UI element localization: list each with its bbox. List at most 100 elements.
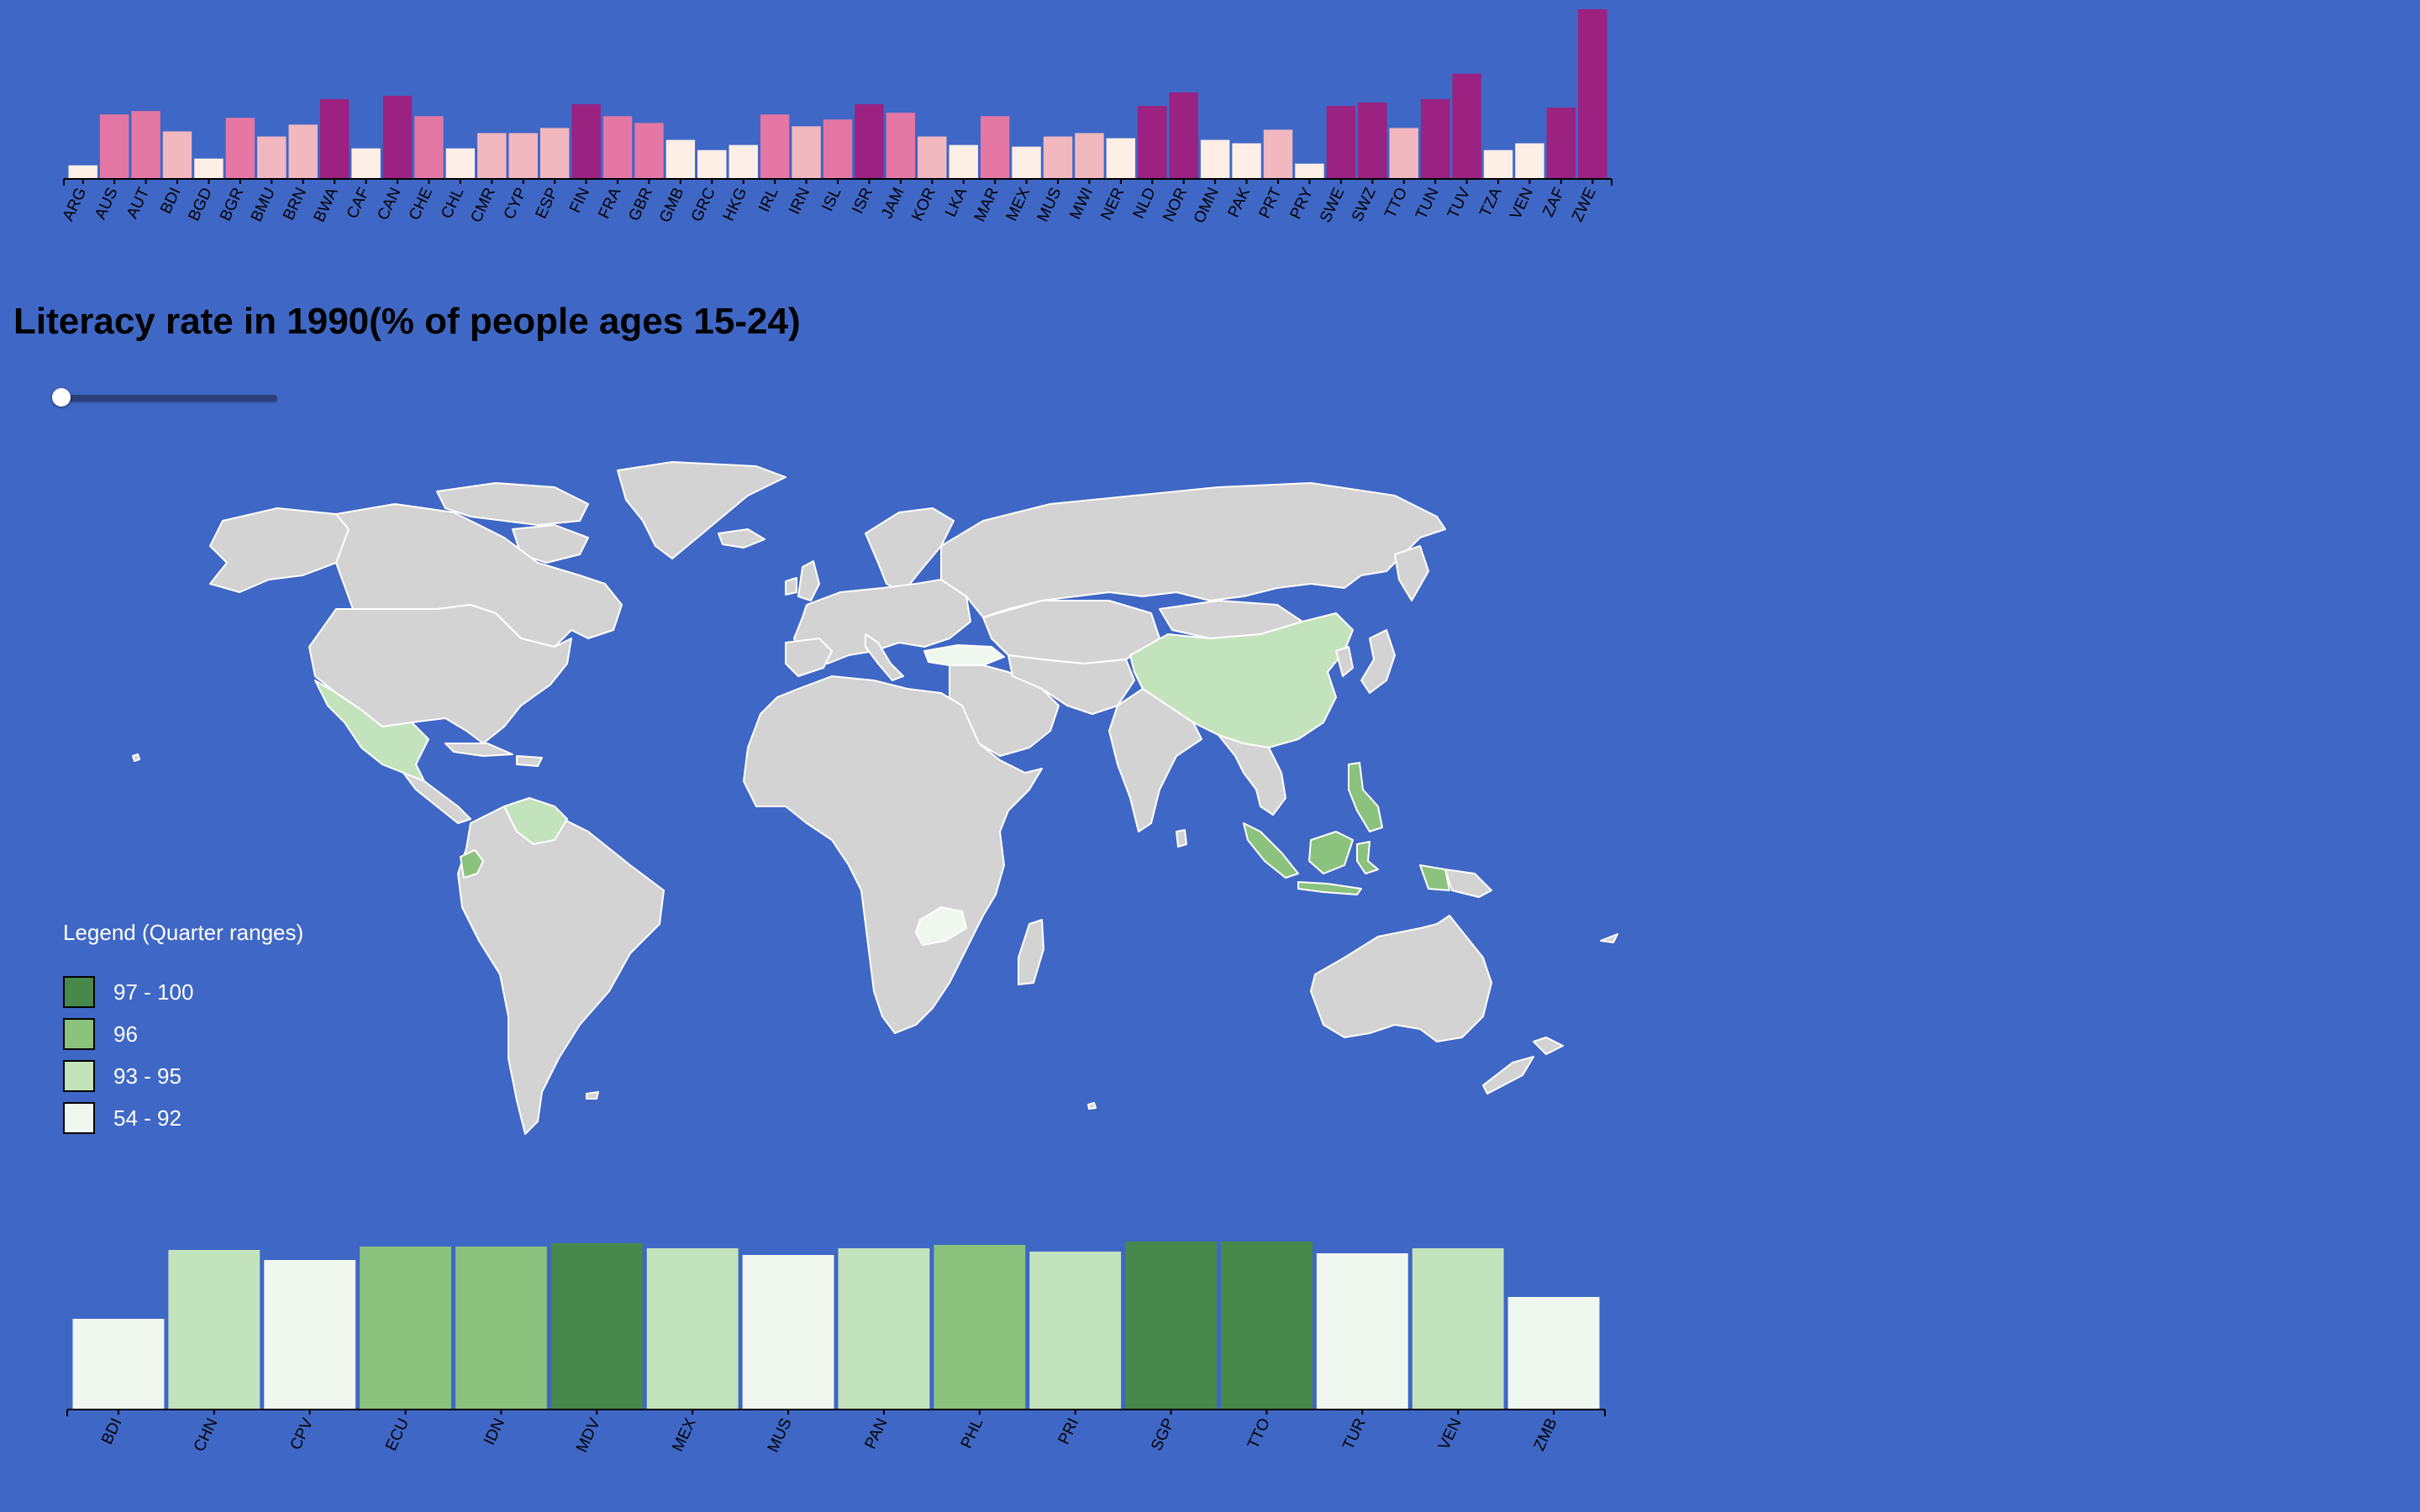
bar[interactable] [886,113,916,179]
country-canada-islands[interactable] [436,482,589,526]
bar[interactable] [1326,106,1356,179]
bar[interactable] [855,104,884,179]
bar[interactable] [194,158,224,179]
bar[interactable] [792,126,821,179]
country-cuba[interactable] [445,743,513,757]
bar[interactable] [382,96,413,179]
bar[interactable] [1138,106,1167,179]
bar[interactable] [1221,1242,1313,1410]
country-new-zealand[interactable] [1533,1037,1564,1055]
bar[interactable] [1507,1297,1600,1410]
bar[interactable] [1012,146,1041,179]
bar[interactable] [1106,138,1136,179]
country-uk[interactable] [797,560,820,601]
bar[interactable] [455,1247,547,1410]
bar[interactable] [760,114,790,179]
bar[interactable] [1075,133,1104,179]
country-italy[interactable] [865,633,904,681]
country-ireland[interactable] [785,577,797,596]
country-maldives-region[interactable] [1087,1102,1097,1110]
country-se-asia[interactable] [1218,734,1286,816]
bar[interactable] [1232,143,1261,179]
country-mexico[interactable] [314,680,429,782]
bar[interactable] [1452,73,1481,179]
bar[interactable] [742,1255,834,1410]
bar[interactable] [634,123,664,179]
bar[interactable] [288,124,318,179]
bar[interactable] [1420,99,1450,179]
year-slider[interactable] [50,386,277,410]
bar[interactable] [1358,102,1387,179]
country-pacific-islands[interactable] [1600,933,1618,943]
bar[interactable] [1169,92,1198,179]
country-indonesia-papua[interactable] [1419,864,1450,891]
bar[interactable] [1263,129,1293,179]
bar[interactable] [949,144,978,179]
country-ecuador[interactable] [460,849,484,879]
bar[interactable] [360,1247,451,1410]
bar[interactable] [72,1319,165,1410]
bar[interactable] [414,116,444,179]
bar[interactable] [539,128,570,179]
bar[interactable] [646,1248,739,1410]
bar[interactable] [1295,163,1324,179]
country-iberia[interactable] [785,638,833,677]
bar[interactable] [168,1250,260,1410]
bar[interactable] [131,111,160,179]
country-madagascar[interactable] [1018,919,1044,985]
country-png[interactable] [1444,869,1492,898]
bar[interactable] [99,114,129,179]
country-south-america[interactable] [457,806,665,1135]
country-india[interactable] [1108,688,1202,832]
slider-thumb[interactable] [52,388,71,407]
country-japan[interactable] [1360,629,1396,694]
country-turkey[interactable] [923,644,1005,666]
country-hawaii[interactable] [132,753,140,762]
bar[interactable] [477,133,507,179]
bar[interactable] [225,118,255,179]
country-indonesia-sumatra[interactable] [1243,822,1299,879]
country-zambia[interactable] [915,906,967,946]
bar[interactable] [980,116,1010,179]
bar[interactable] [571,104,601,179]
bar[interactable] [319,99,350,179]
bar[interactable] [445,148,476,179]
bar[interactable] [729,144,758,179]
bar[interactable] [264,1260,356,1410]
bar[interactable] [1389,128,1418,179]
country-kamchatka[interactable] [1394,545,1429,601]
country-iceland[interactable] [718,528,765,549]
bar[interactable] [838,1248,930,1410]
country-alaska[interactable] [209,507,350,593]
bar[interactable] [1578,9,1607,179]
country-greenland[interactable] [617,461,786,559]
bar[interactable] [1515,143,1544,179]
bar[interactable] [1546,108,1576,179]
country-indonesia-java[interactable] [1297,881,1362,895]
bar[interactable] [697,150,727,179]
country-indonesia-sulawesi[interactable] [1356,841,1379,874]
bar[interactable] [1029,1252,1122,1410]
country-scandinavia[interactable] [865,507,955,593]
bar[interactable] [602,116,633,179]
bar[interactable] [162,131,192,179]
country-russia[interactable] [940,482,1446,618]
bar[interactable] [666,139,696,179]
bar[interactable] [934,1245,1026,1410]
bar[interactable] [1316,1253,1408,1410]
country-falklands[interactable] [586,1091,599,1100]
country-philippines[interactable] [1348,762,1383,832]
country-central-america[interactable] [402,772,471,824]
country-korea[interactable] [1335,646,1354,677]
country-africa[interactable] [743,675,1043,1034]
bar[interactable] [1200,139,1230,179]
bar[interactable] [508,133,538,179]
bar[interactable] [351,148,381,179]
country-australia[interactable] [1310,915,1492,1042]
bar[interactable] [257,136,287,180]
country-venezuela[interactable] [503,797,568,845]
country-hispaniola[interactable] [516,755,543,767]
bar[interactable] [918,136,947,180]
world-map[interactable] [0,437,1622,1151]
country-new-zealand-south[interactable] [1482,1056,1534,1095]
